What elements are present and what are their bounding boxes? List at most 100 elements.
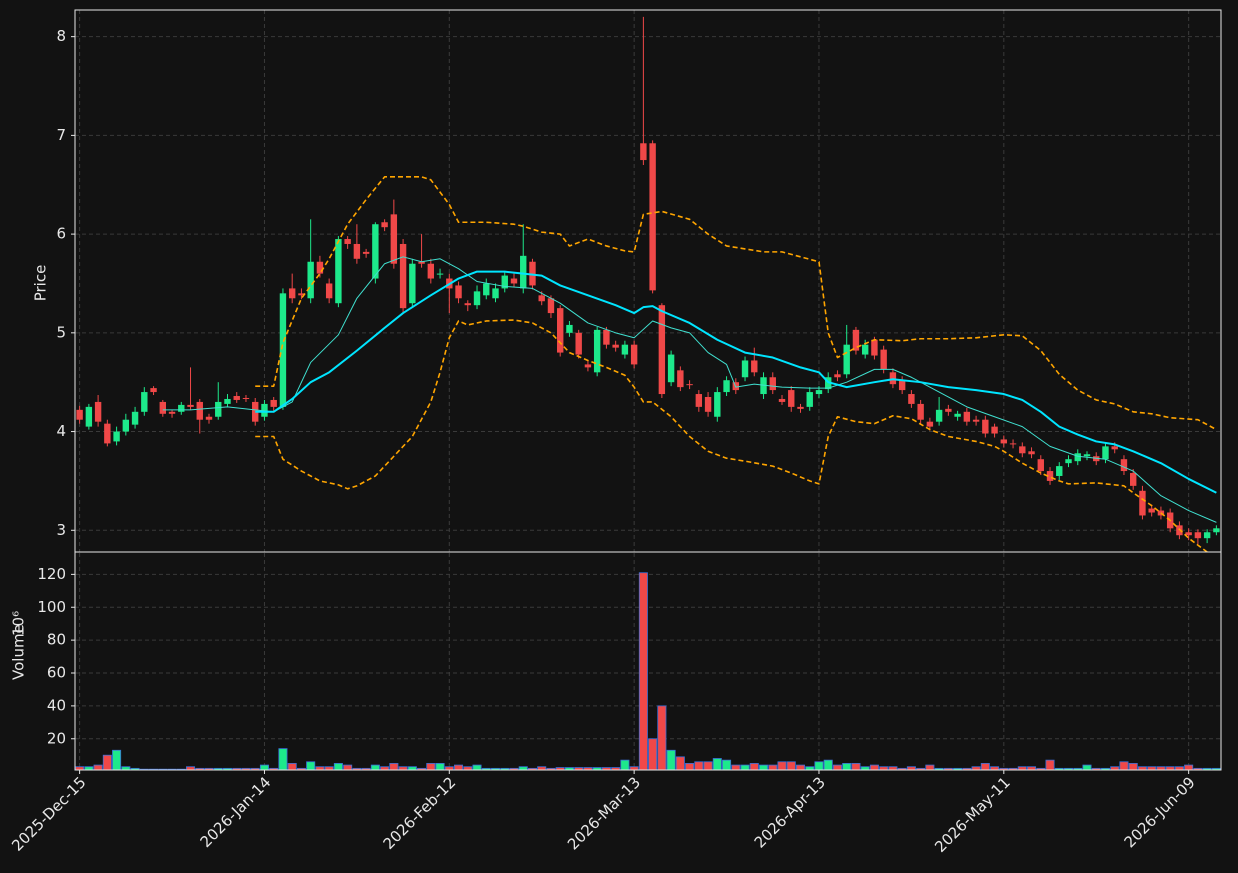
y-tick-label: 80 — [47, 631, 66, 649]
candle-body — [159, 401, 166, 414]
y-tick-label: 7 — [56, 126, 66, 144]
volume-bar — [454, 764, 464, 771]
candle-body — [1028, 451, 1035, 455]
candle-body — [1009, 443, 1017, 445]
candles — [76, 16, 1220, 545]
candle-body — [1139, 490, 1146, 516]
volume-bar — [685, 763, 695, 771]
volume-bar — [333, 763, 343, 771]
volume-bar — [842, 763, 852, 771]
candle-body — [492, 288, 499, 299]
candle-body — [852, 329, 860, 351]
candle-body — [335, 239, 342, 304]
volume-bar — [759, 764, 769, 771]
candle-body — [196, 401, 203, 420]
candle-body — [1102, 446, 1109, 460]
candle-body — [630, 344, 638, 365]
candle-body — [566, 324, 573, 333]
candle-body — [455, 285, 462, 299]
candle-body — [714, 392, 721, 417]
volume-bar — [869, 764, 879, 771]
candle-body — [520, 255, 527, 289]
candle-body — [584, 364, 592, 368]
candle-body — [843, 344, 850, 375]
moving-average-line — [255, 270, 1217, 494]
volume-bar — [703, 761, 713, 771]
volume-bar — [768, 764, 778, 771]
band-line — [255, 319, 1208, 552]
candle-body — [982, 419, 989, 434]
candle-body — [861, 344, 869, 355]
candle-body — [178, 404, 185, 412]
y-tick-label: 20 — [47, 729, 66, 747]
candle-body — [325, 283, 333, 299]
candle-body — [649, 143, 656, 291]
candle-body — [972, 419, 980, 422]
candle-body — [307, 261, 314, 299]
candle-body — [427, 263, 435, 279]
volume-frame — [74, 551, 1222, 771]
volume-bar — [306, 761, 316, 771]
volume-bar — [980, 763, 990, 771]
volume-bar — [638, 572, 648, 771]
candle-body — [113, 431, 120, 442]
candle-body — [963, 411, 971, 422]
volume-bar — [435, 763, 445, 771]
candle-body — [908, 394, 915, 404]
candle-body — [751, 360, 758, 373]
volume-bar — [832, 764, 842, 771]
volume-bar — [786, 761, 796, 771]
volume-bar — [925, 764, 935, 771]
y-tick-label: 6 — [56, 225, 66, 243]
candle-body — [399, 243, 407, 309]
candle-body — [991, 426, 998, 434]
volume-bar — [93, 764, 103, 771]
candle-body — [150, 388, 157, 393]
y-tick-label: 8 — [56, 27, 66, 45]
candle-body — [131, 411, 139, 425]
volume-bar — [1082, 764, 1092, 771]
candle-body — [279, 293, 287, 407]
candle-body — [1019, 446, 1026, 454]
candle-body — [621, 344, 629, 355]
candle-body — [344, 239, 351, 244]
y-tick-label: 120 — [37, 565, 66, 583]
candle-body — [1213, 528, 1220, 533]
volume-bar — [657, 705, 667, 771]
candle-body — [538, 295, 545, 302]
volume-bar — [389, 763, 399, 771]
candle-body — [409, 263, 416, 304]
candle-body — [1111, 446, 1118, 450]
volume-bar — [102, 754, 112, 771]
candle-body — [677, 370, 684, 388]
volume-bar — [712, 758, 722, 771]
candle-body — [945, 408, 952, 412]
candle-body — [215, 401, 222, 417]
candle-body — [473, 291, 481, 306]
candle-body — [1083, 454, 1091, 457]
candle-body — [390, 214, 398, 264]
candle-body — [723, 380, 730, 393]
volume-bar — [1184, 764, 1194, 771]
volume-bar — [1128, 763, 1138, 771]
candle-body — [557, 308, 564, 353]
volume-bar — [1045, 759, 1055, 771]
candle-body — [695, 394, 703, 407]
candle-body — [834, 374, 841, 378]
candle-body — [704, 397, 712, 412]
volume-unit-label: 10⁶ — [10, 611, 28, 636]
candle-body — [316, 261, 324, 274]
volume-bar — [795, 764, 806, 771]
candle-body — [252, 401, 259, 422]
volume-bar — [112, 749, 122, 771]
candle-body — [464, 303, 471, 306]
candle-body — [187, 404, 194, 407]
candle-body — [1185, 532, 1192, 536]
candle-body — [483, 283, 490, 296]
candle-body — [362, 251, 370, 254]
moving-average-line — [162, 256, 1217, 523]
candle-body — [1120, 459, 1128, 472]
candle-body — [141, 392, 148, 412]
candle-body — [769, 377, 776, 391]
candle-body — [224, 398, 231, 404]
